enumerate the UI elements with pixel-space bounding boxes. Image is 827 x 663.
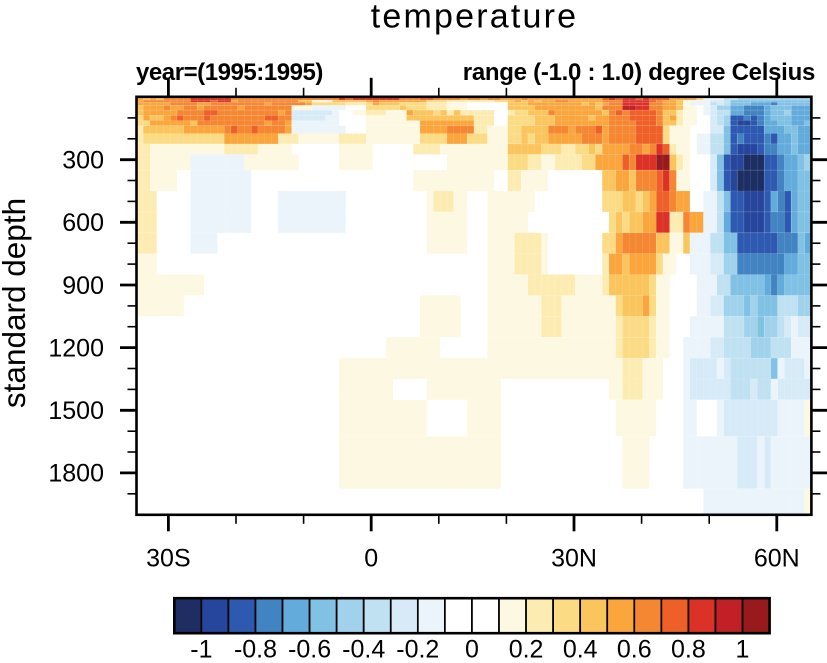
svg-text:0: 0 <box>364 545 378 573</box>
svg-text:60N: 60N <box>754 545 800 573</box>
svg-text:300: 300 <box>62 147 104 175</box>
svg-text:range (-1.0 : 1.0) degree Cels: range (-1.0 : 1.0) degree Celsius <box>463 59 815 86</box>
svg-text:-0.8: -0.8 <box>234 636 277 663</box>
svg-text:30N: 30N <box>551 545 597 573</box>
svg-text:year=(1995:1995): year=(1995:1995) <box>136 59 323 86</box>
svg-text:1800: 1800 <box>48 460 104 488</box>
svg-text:1200: 1200 <box>48 334 104 362</box>
svg-text:temperature: temperature <box>371 0 579 36</box>
svg-text:0.4: 0.4 <box>563 636 598 663</box>
svg-text:600: 600 <box>62 209 104 237</box>
svg-text:0.8: 0.8 <box>671 636 706 663</box>
svg-text:0: 0 <box>465 636 479 663</box>
svg-text:0.2: 0.2 <box>509 636 544 663</box>
svg-text:1500: 1500 <box>48 397 104 425</box>
svg-text:30S: 30S <box>146 545 190 573</box>
svg-text:-1: -1 <box>190 636 212 663</box>
svg-text:-0.6: -0.6 <box>288 636 331 663</box>
svg-text:900: 900 <box>62 272 104 300</box>
svg-text:-0.2: -0.2 <box>396 636 439 663</box>
svg-text:0.6: 0.6 <box>617 636 652 663</box>
svg-text:standard depth: standard depth <box>0 198 32 408</box>
svg-text:1: 1 <box>736 636 750 663</box>
svg-text:-0.4: -0.4 <box>342 636 385 663</box>
